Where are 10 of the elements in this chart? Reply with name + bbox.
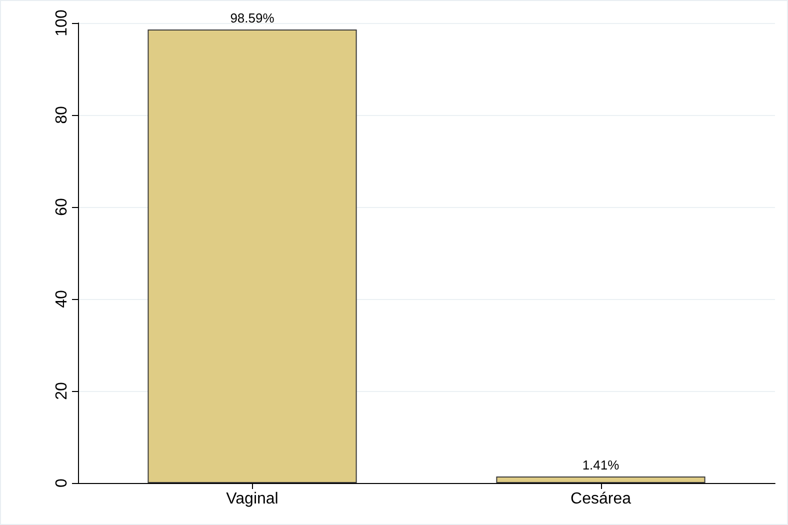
y-tick-label: 100: [54, 10, 70, 36]
data-label: 1.41%: [582, 458, 620, 473]
data-label: 98.59%: [230, 10, 275, 26]
y-tick-label: 60: [54, 198, 70, 216]
y-tick-label: 80: [54, 106, 70, 124]
x-tick-label: Vaginal: [226, 490, 278, 508]
y-tick-label: 20: [54, 382, 70, 400]
y-tick-label: 40: [54, 290, 70, 308]
y-tick-label: 0: [54, 478, 70, 488]
x-tick-label: Cesárea: [570, 490, 632, 508]
